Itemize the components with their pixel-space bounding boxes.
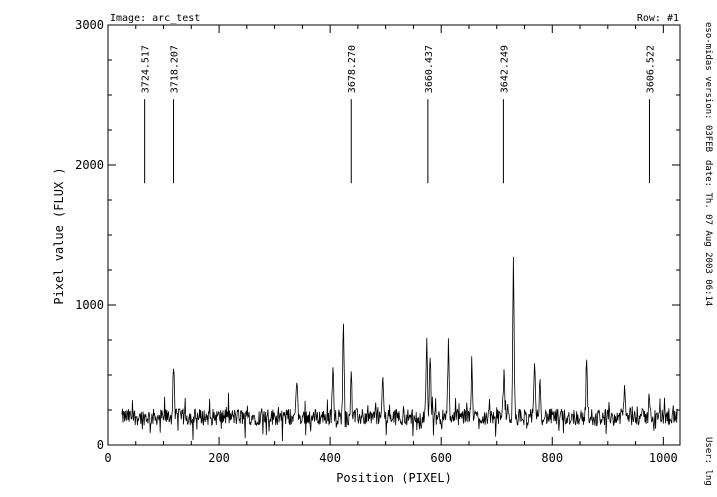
x-tick-label: 800 [541,451,563,465]
x-tick-label: 0 [104,451,111,465]
line-id-label: 3606.522 [645,45,656,93]
line-id-label: 3718.207 [170,45,181,93]
spectrum-series-line [121,256,678,442]
line-id-label: 3678.270 [347,45,358,93]
y-axis-label: Pixel value (FLUX ) [52,167,66,304]
date-text: date: Th. 07 Aug 2003 06:14 [703,160,713,306]
x-tick-label: 400 [319,451,341,465]
user-text: User: lng [703,437,713,486]
axis-ticks: 0 200 400 600 800 1000 0 1000 2000 3000 [75,18,680,465]
midas-version-text: eso-midas version: 03FEB [703,22,713,152]
line-id-label: 3642.249 [499,45,510,93]
y-tick-label: 2000 [75,158,104,172]
y-tick-label: 0 [97,438,104,452]
line-id-label: 3724.517 [141,45,152,93]
line-identifications: 3724.517 3718.207 3678.270 3660.437 3642.249… [141,45,656,184]
y-tick-label: 3000 [75,18,104,32]
plot-frame [107,24,681,446]
series-group [121,256,678,442]
line-id-label: 3660.437 [424,45,435,93]
row-label: Row: #1 [637,13,679,24]
y-tick-label: 1000 [75,298,104,312]
x-axis-label: Position (PIXEL) [336,471,452,485]
x-tick-label: 1000 [649,451,678,465]
x-tick-label: 600 [430,451,452,465]
image-label: Image: arc_test [110,13,200,24]
x-tick-label: 200 [208,451,230,465]
